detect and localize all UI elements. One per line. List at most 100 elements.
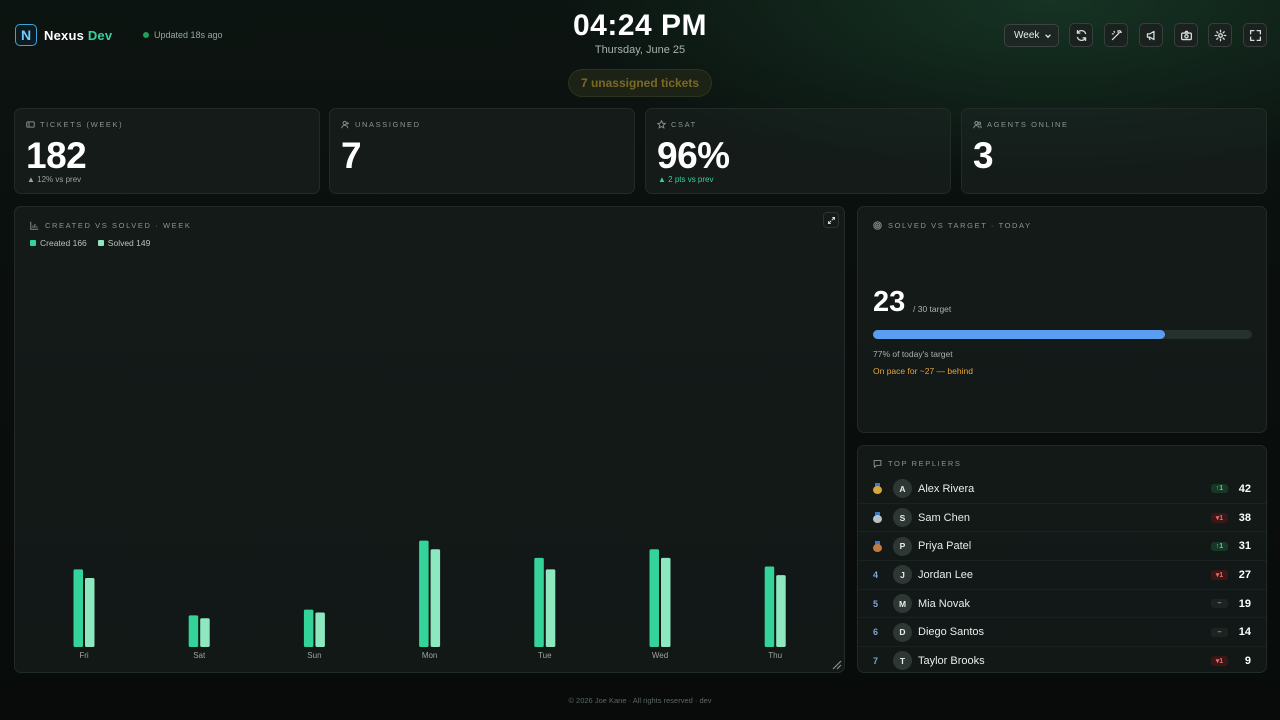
replier-rank: 7: [873, 655, 879, 666]
target-percent-text: 77% of today's target: [873, 349, 953, 359]
settings-button[interactable]: [1208, 23, 1232, 47]
reply-count: 14: [1238, 626, 1251, 639]
replier-row[interactable]: A Alex Rivera ↑1 42: [858, 475, 1266, 504]
trend-badge: –: [1211, 599, 1228, 609]
stat-card-unassigned: UNASSIGNED 7: [329, 108, 635, 194]
fullscreen-button[interactable]: [1243, 23, 1267, 47]
bar-solved-wed[interactable]: [661, 557, 671, 647]
brand-primary: Nexus: [44, 27, 85, 43]
avatar: A: [893, 479, 912, 499]
reply-count: 38: [1238, 511, 1251, 524]
panel-title: TOP REPLIERS: [873, 459, 962, 468]
footer: © 2026 Joe Kane · All rights reserved · …: [568, 696, 712, 705]
medal-silver-icon: [873, 512, 893, 524]
top-repliers-panel: TOP REPLIERS A Alex Rivera ↑1 42 S Sam Chen ▾1…: [857, 445, 1267, 673]
stat-label-text: UNASSIGNED: [355, 120, 421, 129]
bar-solved-sun[interactable]: [315, 612, 325, 648]
stat-label-text: TICKETS (WEEK): [40, 120, 124, 129]
legend-created-label: Created 166: [40, 238, 87, 248]
ticket-icon: [26, 121, 35, 128]
brand-accent: Dev: [87, 27, 113, 43]
refresh-button[interactable]: [1069, 23, 1093, 47]
replier-row[interactable]: 4 J Jordan Lee ▾1 27: [858, 561, 1266, 590]
bar-solved-tue[interactable]: [545, 569, 556, 647]
bar-created-sat[interactable]: [188, 615, 199, 647]
avatar: T: [893, 651, 912, 671]
target-progress-fill: [873, 330, 1165, 339]
screenshot-button[interactable]: [1174, 23, 1198, 47]
legend-solved-label: Solved 149: [107, 238, 151, 248]
x-tick-label: Wed: [652, 651, 668, 660]
stat-value: 182: [26, 135, 87, 176]
updated-text: Updated 18s ago: [154, 30, 223, 40]
bar-solved-fri[interactable]: [85, 578, 95, 647]
created-vs-solved-chart: Fri Sat Sun Mon Tue Wed Thu: [73, 540, 786, 660]
reply-count: 27: [1238, 568, 1251, 581]
stat-card-tickets: TICKETS (WEEK) 182 ▲ 12% vs prev: [14, 108, 320, 194]
bar-created-thu[interactable]: [764, 566, 775, 648]
x-tick-label: Fri: [79, 651, 89, 660]
panel-title-text: TOP REPLIERS: [888, 459, 962, 468]
expand-chart-button[interactable]: [823, 212, 839, 228]
x-tick-label: Thu: [768, 651, 782, 660]
replier-name: Diego Santos: [918, 626, 985, 639]
legend-item-created[interactable]: Created 166: [30, 238, 87, 248]
chart-legend: Created 166 Solved 149: [30, 238, 150, 248]
bar-created-wed[interactable]: [649, 549, 660, 647]
replier-row[interactable]: 5 M Mia Novak –19: [858, 590, 1266, 619]
solved-count: 23: [873, 286, 906, 318]
avatar: M: [893, 594, 912, 614]
avatar: J: [893, 565, 912, 585]
unassigned-alert-pill[interactable]: 7 unassigned tickets: [568, 69, 712, 97]
magic-button[interactable]: [1104, 23, 1128, 47]
user-icon: [341, 120, 349, 129]
status-dot-icon: [143, 32, 149, 38]
target-progress-bar: [873, 330, 1252, 339]
trend-badge: ↑1: [1211, 541, 1228, 551]
brand[interactable]: N Nexus Dev: [15, 24, 112, 46]
reply-count: 42: [1238, 482, 1251, 495]
announce-button[interactable]: [1139, 23, 1163, 47]
clock: 04:24 PM: [572, 9, 708, 42]
reply-count: 19: [1238, 597, 1251, 610]
panel-title: SOLVED VS TARGET · TODAY: [873, 221, 1032, 230]
fullscreen-icon: [1249, 29, 1261, 41]
avatar: S: [893, 508, 912, 528]
x-tick-label: Tue: [538, 651, 552, 660]
trend-badge: ↑1: [1211, 484, 1228, 494]
replier-rank: 6: [873, 627, 879, 638]
bar-created-fri[interactable]: [73, 569, 84, 647]
pace-text: On pace for ~27 — behind: [873, 366, 973, 376]
resize-handle-icon[interactable]: [831, 659, 842, 670]
stat-label: TICKETS (WEEK): [26, 120, 123, 129]
magic-wand-icon: [1111, 29, 1122, 40]
legend-item-solved[interactable]: Solved 149: [97, 238, 151, 248]
bar-created-mon[interactable]: [419, 540, 429, 647]
bar-solved-sat[interactable]: [200, 618, 210, 647]
replier-row[interactable]: 6 D Diego Santos –14: [858, 618, 1266, 648]
range-select[interactable]: Week: [1004, 24, 1059, 47]
replier-row[interactable]: S Sam Chen ▾1 38: [858, 504, 1266, 533]
target-label: / 30 target: [913, 304, 952, 314]
avatar: D: [893, 622, 912, 642]
panel-title: CREATED VS SOLVED · WEEK: [30, 221, 191, 230]
brand-name: Nexus Dev: [44, 28, 112, 43]
bar-created-tue[interactable]: [534, 557, 544, 647]
bar-solved-mon[interactable]: [430, 549, 441, 647]
bar-solved-thu[interactable]: [776, 575, 786, 647]
stat-delta: ▲ 12% vs prev: [27, 175, 82, 184]
stat-label-text: AGENTS ONLINE: [987, 120, 1069, 129]
x-tick-label: Sun: [307, 651, 321, 660]
medal-bronze-icon: [873, 540, 893, 552]
replier-rank: 5: [873, 598, 879, 609]
update-status: Updated 18s ago: [143, 30, 223, 40]
trend-badge: –: [1211, 627, 1228, 637]
replier-row[interactable]: 7 T Taylor Brooks ▾1 9: [858, 647, 1266, 672]
replier-name: Taylor Brooks: [918, 654, 985, 667]
users-icon: [973, 120, 982, 129]
replier-row[interactable]: P Priya Patel ↑1 31: [858, 532, 1266, 562]
created-vs-solved-panel: Fri Sat Sun Mon Tue Wed Thu CREATED VS SOLVED …: [14, 206, 845, 673]
bar-created-sun[interactable]: [303, 609, 314, 647]
stat-value: 96%: [657, 135, 730, 176]
stat-value: 3: [973, 135, 994, 176]
